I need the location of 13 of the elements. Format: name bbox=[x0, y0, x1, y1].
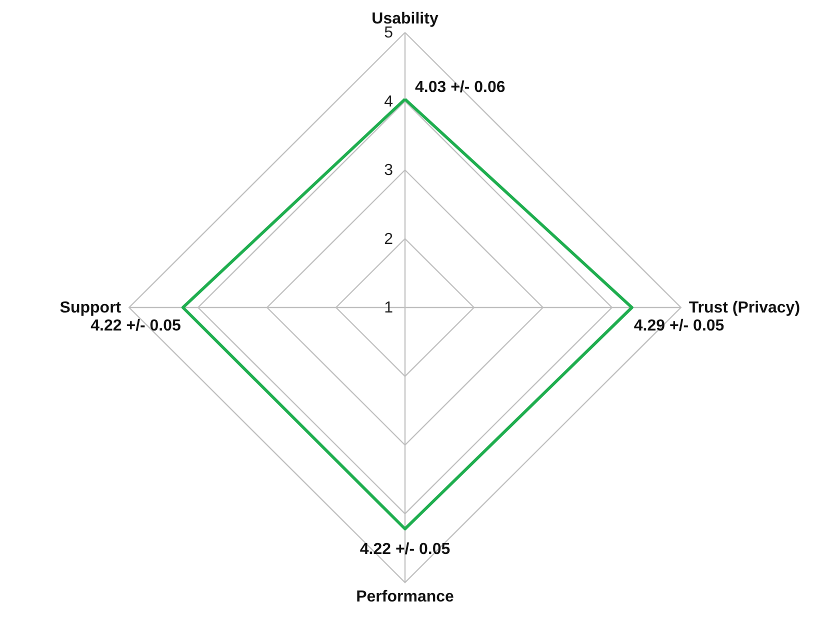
spoke-label: Trust (Privacy) bbox=[688, 300, 800, 316]
data-label: 4.22 +/- 0.05 bbox=[90, 318, 182, 334]
y-tick-label: 1 bbox=[384, 300, 394, 316]
y-tick-label: 4 bbox=[384, 93, 394, 110]
y-tick-label: 2 bbox=[384, 230, 394, 248]
y-tick-label: 5 bbox=[384, 24, 394, 42]
data-label: 4.03 +/- 0.06 bbox=[415, 79, 506, 96]
spoke-label: Usability bbox=[372, 10, 438, 28]
spoke-label: Performance bbox=[356, 588, 454, 606]
spoke-label: Support bbox=[60, 300, 122, 316]
data-label: 4.29 +/- 0.05 bbox=[634, 318, 724, 334]
data-label: 4.22 +/- 0.05 bbox=[360, 540, 450, 558]
y-tick-label: 3 bbox=[384, 162, 394, 179]
